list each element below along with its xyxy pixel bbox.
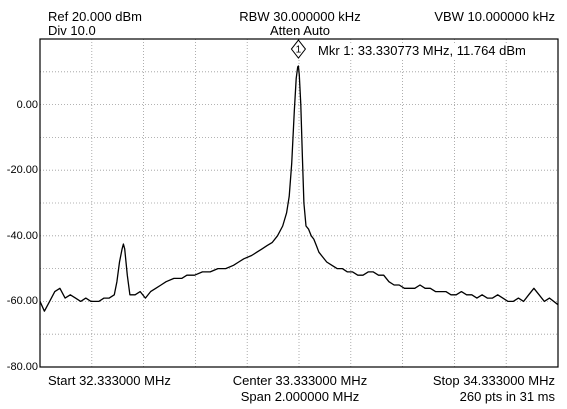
atten-setting: Atten Auto [270, 23, 330, 38]
vbw-setting: VBW 10.000000 kHz [434, 9, 555, 24]
y-tick-label: 0.00 [16, 98, 38, 111]
start-frequency: Start 32.333000 MHz [48, 373, 171, 388]
y-tick-label: -20.00 [6, 164, 38, 177]
spectrum-trace [39, 65, 559, 312]
grid-lines [40, 39, 558, 367]
marker-readout: Mkr 1: 33.330773 MHz, 11.764 dBm [317, 43, 527, 58]
y-tick-label: -40.00 [6, 229, 38, 242]
div-scale: Div 10.0 [48, 23, 96, 38]
span: Span 2.000000 MHz [240, 389, 360, 404]
ref-level: Ref 20.000 dBm [48, 9, 142, 24]
stop-frequency: Stop 34.333000 MHz [432, 373, 555, 388]
y-tick-label: -60.00 [6, 295, 38, 308]
rbw-setting: RBW 30.000000 kHz [239, 9, 361, 24]
plot-frame [39, 38, 559, 368]
y-tick-label: -80.00 [6, 361, 38, 373]
marker-id: 1 [296, 45, 302, 56]
sweep-points: 260 pts in 31 ms [459, 389, 555, 404]
marker-1[interactable]: 1 [290, 39, 307, 59]
marker-diamond-icon [290, 39, 307, 59]
center-frequency: Center 33.333000 MHz [232, 373, 368, 388]
